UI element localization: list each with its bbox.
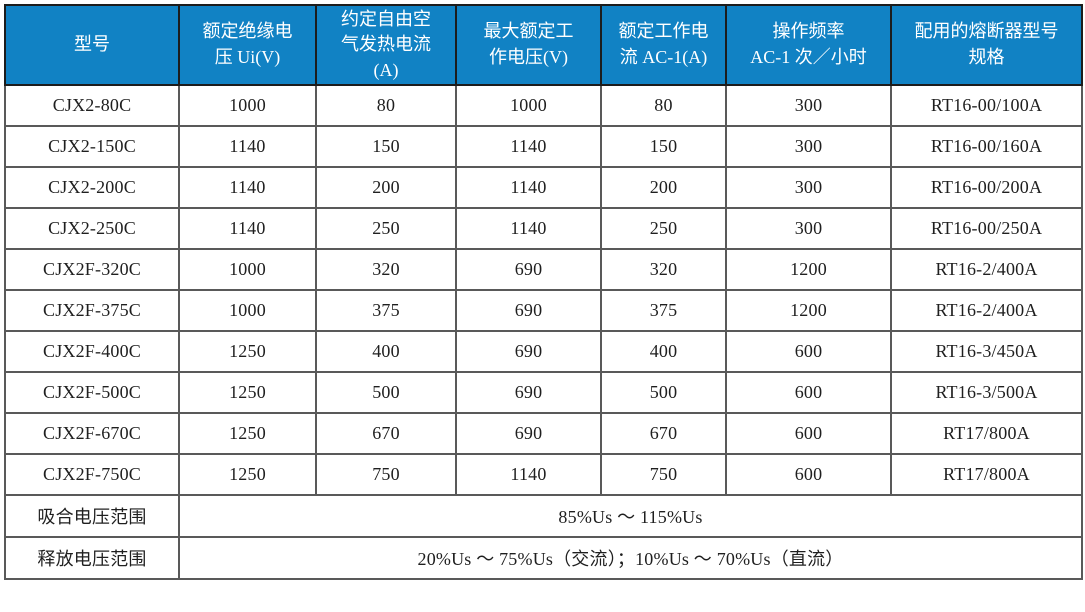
cell-operating-frequency: 600 [725,330,892,373]
cell-insulation-voltage: 1140 [178,207,317,250]
release-voltage-value: 20%Us ～ 75%Us（交流）；10%Us ～ 70%Us（直流） [178,536,1083,580]
cell-thermal-current: 375 [315,289,457,332]
cell-fuse-spec: RT16-3/450A [890,330,1083,373]
column-header-fuse-spec: 配用的熔断器型号 规格 [890,4,1083,86]
cell-insulation-voltage: 1140 [178,125,317,168]
table-row: CJX2F-375C 1000 375 690 375 1200 RT16-2/… [4,289,1083,332]
table-row: CJX2-150C 1140 150 1140 150 300 RT16-00/… [4,125,1083,168]
release-voltage-label: 释放电压范围 [4,536,180,580]
cell-fuse-spec: RT17/800A [890,412,1083,455]
column-header-working-current: 额定工作电 流 AC-1(A) [600,4,727,86]
cell-working-current: 320 [600,248,727,291]
cell-thermal-current: 750 [315,453,457,496]
cell-insulation-voltage: 1250 [178,453,317,496]
cell-operating-frequency: 600 [725,412,892,455]
cell-thermal-current: 500 [315,371,457,414]
cell-working-current: 80 [600,84,727,127]
cell-model: CJX2F-750C [4,453,180,496]
table-row: CJX2F-670C 1250 670 690 670 600 RT17/800… [4,412,1083,455]
cell-model: CJX2F-500C [4,371,180,414]
cell-insulation-voltage: 1250 [178,371,317,414]
cell-working-current: 375 [600,289,727,332]
cell-model: CJX2F-670C [4,412,180,455]
cell-model: CJX2-150C [4,125,180,168]
cell-insulation-voltage: 1000 [178,289,317,332]
cell-model: CJX2F-400C [4,330,180,373]
release-voltage-row: 释放电压范围 20%Us ～ 75%Us（交流）；10%Us ～ 70%Us（直… [4,536,1083,580]
column-header-insulation-voltage: 额定绝缘电 压 Ui(V) [178,4,317,86]
pickup-voltage-row: 吸合电压范围 85%Us ～ 115%Us [4,494,1083,538]
table-row: CJX2F-400C 1250 400 690 400 600 RT16-3/4… [4,330,1083,373]
cell-fuse-spec: RT16-00/250A [890,207,1083,250]
cell-operating-frequency: 600 [725,453,892,496]
cell-max-working-voltage: 690 [455,330,602,373]
cell-operating-frequency: 1200 [725,289,892,332]
cell-insulation-voltage: 1250 [178,330,317,373]
cell-fuse-spec: RT16-00/100A [890,84,1083,127]
cell-insulation-voltage: 1000 [178,248,317,291]
table-row: CJX2-80C 1000 80 1000 80 300 RT16-00/100… [4,84,1083,127]
table-row: CJX2-250C 1140 250 1140 250 300 RT16-00/… [4,207,1083,250]
cell-working-current: 250 [600,207,727,250]
cell-max-working-voltage: 1140 [455,125,602,168]
cell-thermal-current: 200 [315,166,457,209]
cell-max-working-voltage: 690 [455,371,602,414]
table-row: CJX2F-500C 1250 500 690 500 600 RT16-3/5… [4,371,1083,414]
contactor-spec-table: 型号 额定绝缘电 压 Ui(V) 约定自由空 气发热电流 (A) 最大额定工 作… [4,4,1083,580]
cell-model: CJX2-250C [4,207,180,250]
cell-operating-frequency: 600 [725,371,892,414]
cell-max-working-voltage: 690 [455,412,602,455]
column-header-thermal-current: 约定自由空 气发热电流 (A) [315,4,457,86]
cell-operating-frequency: 1200 [725,248,892,291]
cell-working-current: 400 [600,330,727,373]
table-row: CJX2-200C 1140 200 1140 200 300 RT16-00/… [4,166,1083,209]
cell-working-current: 670 [600,412,727,455]
cell-thermal-current: 320 [315,248,457,291]
cell-insulation-voltage: 1000 [178,84,317,127]
cell-working-current: 750 [600,453,727,496]
cell-model: CJX2-80C [4,84,180,127]
cell-thermal-current: 150 [315,125,457,168]
cell-model: CJX2F-320C [4,248,180,291]
cell-fuse-spec: RT17/800A [890,453,1083,496]
cell-operating-frequency: 300 [725,84,892,127]
cell-fuse-spec: RT16-00/160A [890,125,1083,168]
cell-fuse-spec: RT16-3/500A [890,371,1083,414]
cell-thermal-current: 80 [315,84,457,127]
cell-thermal-current: 670 [315,412,457,455]
cell-working-current: 200 [600,166,727,209]
column-header-model: 型号 [4,4,180,86]
cell-operating-frequency: 300 [725,166,892,209]
cell-operating-frequency: 300 [725,207,892,250]
cell-thermal-current: 250 [315,207,457,250]
cell-max-working-voltage: 690 [455,289,602,332]
cell-max-working-voltage: 1140 [455,166,602,209]
cell-model: CJX2-200C [4,166,180,209]
cell-working-current: 150 [600,125,727,168]
cell-max-working-voltage: 690 [455,248,602,291]
cell-model: CJX2F-375C [4,289,180,332]
cell-operating-frequency: 300 [725,125,892,168]
cell-max-working-voltage: 1140 [455,207,602,250]
cell-insulation-voltage: 1250 [178,412,317,455]
cell-working-current: 500 [600,371,727,414]
cell-fuse-spec: RT16-2/400A [890,289,1083,332]
pickup-voltage-value: 85%Us ～ 115%Us [178,494,1083,538]
header-row: 型号 额定绝缘电 压 Ui(V) 约定自由空 气发热电流 (A) 最大额定工 作… [4,4,1083,86]
column-header-operating-frequency: 操作频率 AC-1 次／小时 [725,4,892,86]
column-header-max-working-voltage: 最大额定工 作电压(V) [455,4,602,86]
cell-max-working-voltage: 1140 [455,453,602,496]
cell-max-working-voltage: 1000 [455,84,602,127]
cell-insulation-voltage: 1140 [178,166,317,209]
table-row: CJX2F-320C 1000 320 690 320 1200 RT16-2/… [4,248,1083,291]
table-row: CJX2F-750C 1250 750 1140 750 600 RT17/80… [4,453,1083,496]
pickup-voltage-label: 吸合电压范围 [4,494,180,538]
cell-fuse-spec: RT16-2/400A [890,248,1083,291]
cell-thermal-current: 400 [315,330,457,373]
cell-fuse-spec: RT16-00/200A [890,166,1083,209]
